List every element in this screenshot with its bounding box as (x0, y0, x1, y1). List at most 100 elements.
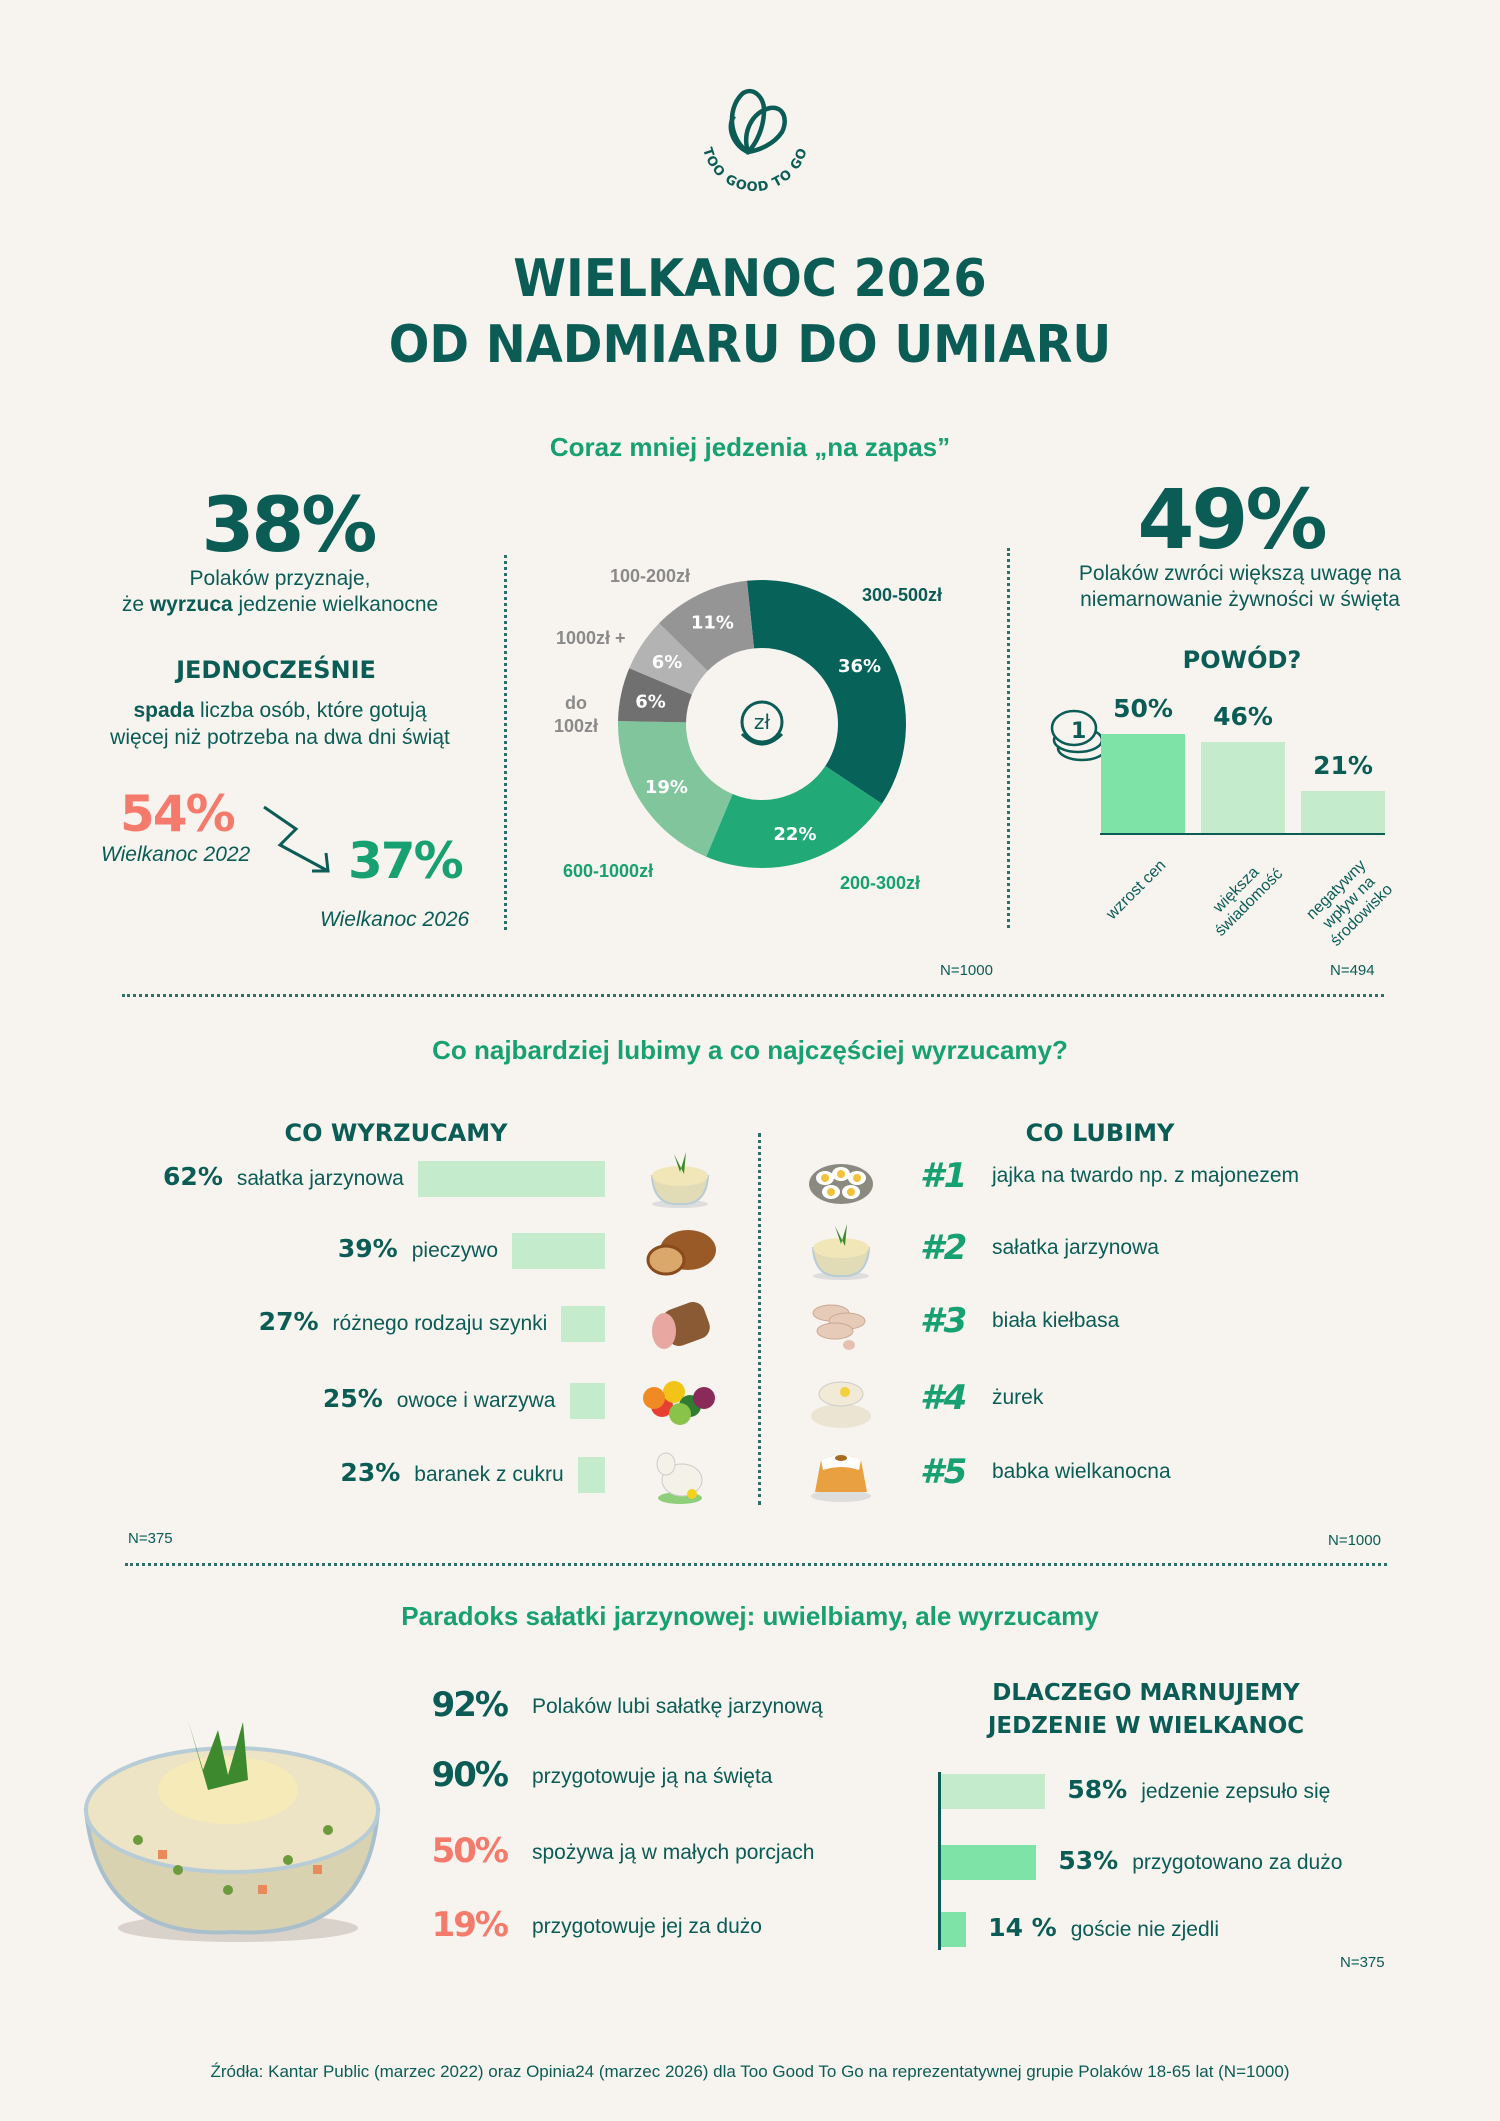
salad-bowl-icon (650, 1152, 710, 1208)
page-title-line1: WIELKANOC 2026 (513, 249, 987, 309)
sample-size-donut: N=1000 (940, 962, 993, 979)
why-label: jedzenie zepsuło się (1141, 1780, 1331, 1803)
why-percent: 53% (1058, 1846, 1119, 1875)
logo-leaves-icon: TOO GOOD TO GO (699, 88, 810, 195)
thrown-label: owoce i warzywa (396, 1389, 556, 1412)
stat-49-caption-1: Polaków zwróci większą uwagę na (1078, 562, 1402, 585)
donut-slice (629, 623, 708, 695)
donut-slice-label: 6% (652, 652, 683, 673)
heading-co-lubimy: CO LUBIMY (1025, 1119, 1175, 1147)
donut-label-600-1000: 600-1000zł (563, 861, 654, 881)
logo: TOO GOOD TO GO (690, 80, 820, 210)
stat-38-caption-1: Polaków przyznaje, (189, 567, 371, 590)
salad-stat-label: spożywa ją w małych porcjach (532, 1841, 815, 1864)
donut-slice-label: 36% (838, 656, 881, 677)
powod-baseline (1100, 833, 1385, 835)
liked-rank: #2 (920, 1228, 968, 1268)
desc-bold: spada (133, 699, 195, 722)
thrown-percent: 27% (258, 1307, 319, 1336)
powod-bar (1101, 734, 1185, 833)
why-bar (941, 1845, 1037, 1880)
thrown-row: 23% baranek z cukru (340, 1458, 563, 1487)
thrown-bar (512, 1233, 605, 1269)
why-row: 14 % goście nie zjedli (988, 1913, 1219, 1942)
donut-slice-label: 22% (773, 824, 816, 845)
thrown-label: sałatka jarzynowa (236, 1167, 404, 1190)
salad-stat-label: przygotowuje jej za dużo (532, 1915, 762, 1938)
sample-size-liked: N=1000 (1328, 1532, 1381, 1549)
decrease-arrow-icon (263, 805, 330, 873)
desc-line2: więcej niż potrzeba na dwa dni świąt (110, 726, 450, 749)
salad-stat-label: przygotowuje ją na święta (532, 1765, 773, 1788)
why-heading-line2: JEDZENIE W WIELKANOC (987, 1713, 1305, 1739)
thrown-bar (417, 1161, 605, 1197)
svg-text:zł: zł (754, 710, 770, 734)
liked-rank: #1 (920, 1156, 968, 1196)
label-2022: Wielkanoc 2022 (101, 843, 251, 866)
liked-rank: #5 (920, 1452, 968, 1492)
desc-text: liczba osób, które gotują (194, 699, 427, 722)
stat-38: 38% (201, 480, 378, 569)
liked-label: babka wielkanocna (992, 1460, 1171, 1483)
powod-bar-value: 50% (1113, 694, 1173, 723)
salad-stat-value: 19% (431, 1905, 509, 1945)
donut-slice-label: 6% (635, 691, 666, 712)
liked-label: żurek (992, 1386, 1044, 1409)
value-2022: 54% (120, 785, 236, 843)
thrown-percent: 23% (340, 1458, 401, 1487)
subheading-jednoczesnie: JEDNOCZEŚNIE (176, 656, 376, 684)
donut-slice (618, 720, 733, 857)
thrown-label: pieczywo (411, 1239, 499, 1262)
liked-label: sałatka jarzynowa (992, 1236, 1159, 1259)
why-chart-axis (938, 1772, 941, 1950)
caption-text: jedzenie wielkanocne (232, 593, 439, 616)
donut-label-100-200: 100-200zł (610, 566, 691, 586)
stuffed-eggs-icon (809, 1164, 873, 1204)
heading-co-wyrzucamy: CO WYRZUCAMY (284, 1119, 508, 1147)
label-2026: Wielkanoc 2026 (320, 908, 470, 931)
why-label: przygotowano za dużo (1132, 1851, 1343, 1874)
fruit-vegetables-icon (643, 1381, 715, 1425)
value-2026: 37% (348, 832, 464, 890)
thrown-percent: 25% (322, 1384, 383, 1413)
thrown-row: 62% sałatka jarzynowa (163, 1162, 404, 1191)
why-row: 58% jedzenie zepsuło się (1067, 1775, 1330, 1804)
ham-icon (652, 1302, 710, 1349)
why-label: goście nie zjedli (1070, 1918, 1219, 1941)
divider-vertical (1007, 548, 1010, 928)
thrown-bar (561, 1306, 605, 1342)
desc-line1: spada liczba osób, które gotują (133, 697, 426, 725)
bread-icon (646, 1230, 716, 1276)
thrown-bar (569, 1383, 605, 1419)
thrown-bar (577, 1457, 605, 1493)
donut-label-200-300: 200-300zł (840, 873, 921, 893)
salad-stat-value: 50% (431, 1831, 509, 1871)
donut-slice (659, 580, 755, 671)
thrown-label: różnego rodzaju szynki (332, 1312, 548, 1335)
section2-title: Co najbardziej lubimy a co najczęściej w… (432, 1035, 1068, 1065)
divider-vertical (758, 1133, 761, 1505)
liked-rank: #3 (920, 1301, 968, 1341)
caption-bold: wyrzuca (149, 593, 233, 616)
white-sausage-icon (812, 1304, 866, 1350)
sample-size-powod: N=494 (1330, 962, 1375, 979)
donut-slice (746, 579, 906, 804)
liked-label: jajka na twardo np. z majonezem (992, 1164, 1299, 1187)
section3-title: Paradoks sałatki jarzynowej: uwielbiamy,… (401, 1601, 1099, 1631)
coins-icon: 1 (1050, 709, 1108, 762)
sugar-lamb-icon (656, 1452, 703, 1504)
donut-slice-label: 19% (645, 777, 688, 798)
why-bar (941, 1912, 967, 1947)
subheading-powod: POWÓD? (1182, 646, 1302, 674)
divider-horizontal (125, 1563, 1387, 1566)
salad-bowl-icon (811, 1224, 871, 1280)
powod-bar (1201, 741, 1285, 833)
salad-stat-value: 92% (431, 1685, 509, 1725)
thrown-label: baranek z cukru (414, 1463, 564, 1486)
bundt-cake-icon (811, 1455, 871, 1502)
divider-horizontal (122, 994, 1384, 997)
donut-label-do-100: do 100zł (553, 693, 599, 736)
thrown-row: 27% różnego rodzaju szynki (259, 1307, 548, 1336)
stat-49-caption-2: niemarnowanie żywności w święta (1080, 588, 1400, 611)
powod-bar-value: 46% (1213, 701, 1273, 731)
